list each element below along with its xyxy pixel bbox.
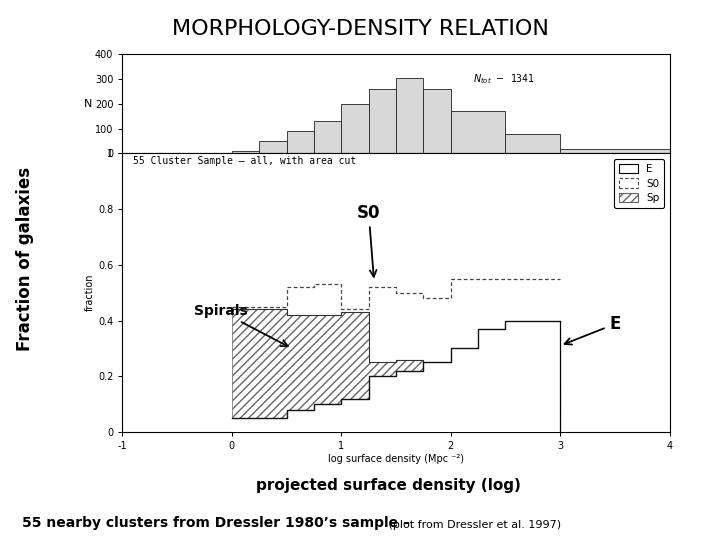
Text: projected surface density (log): projected surface density (log) xyxy=(256,478,521,493)
Text: E: E xyxy=(564,315,621,345)
X-axis label: log surface density (Mpc ⁻²): log surface density (Mpc ⁻²) xyxy=(328,454,464,464)
Text: Spirals: Spirals xyxy=(194,304,288,346)
Bar xyxy=(423,89,451,153)
Text: S0: S0 xyxy=(357,204,380,277)
Bar xyxy=(451,111,505,153)
Bar xyxy=(314,121,341,153)
Text: 55 Cluster Sample – all, with area cut: 55 Cluster Sample – all, with area cut xyxy=(133,156,356,166)
Bar xyxy=(560,148,670,153)
Text: MORPHOLOGY-DENSITY RELATION: MORPHOLOGY-DENSITY RELATION xyxy=(171,19,549,39)
Bar xyxy=(341,104,369,153)
Bar xyxy=(505,133,560,153)
Bar xyxy=(287,131,314,153)
Bar xyxy=(369,89,396,153)
Bar xyxy=(232,151,259,153)
Bar xyxy=(396,78,423,153)
Y-axis label: fraction: fraction xyxy=(85,274,95,312)
Text: Fraction of galaxies: Fraction of galaxies xyxy=(16,167,35,351)
Y-axis label: N: N xyxy=(84,99,92,109)
Text: $N_{tot}$ $-$ 1341: $N_{tot}$ $-$ 1341 xyxy=(472,72,534,86)
Legend: E, S0, Sp: E, S0, Sp xyxy=(613,159,665,208)
Bar xyxy=(259,141,287,153)
Text: (plot from Dressler et al. 1997): (plot from Dressler et al. 1997) xyxy=(385,520,562,530)
Text: 55 nearby clusters from Dressler 1980’s sample –: 55 nearby clusters from Dressler 1980’s … xyxy=(22,516,410,530)
